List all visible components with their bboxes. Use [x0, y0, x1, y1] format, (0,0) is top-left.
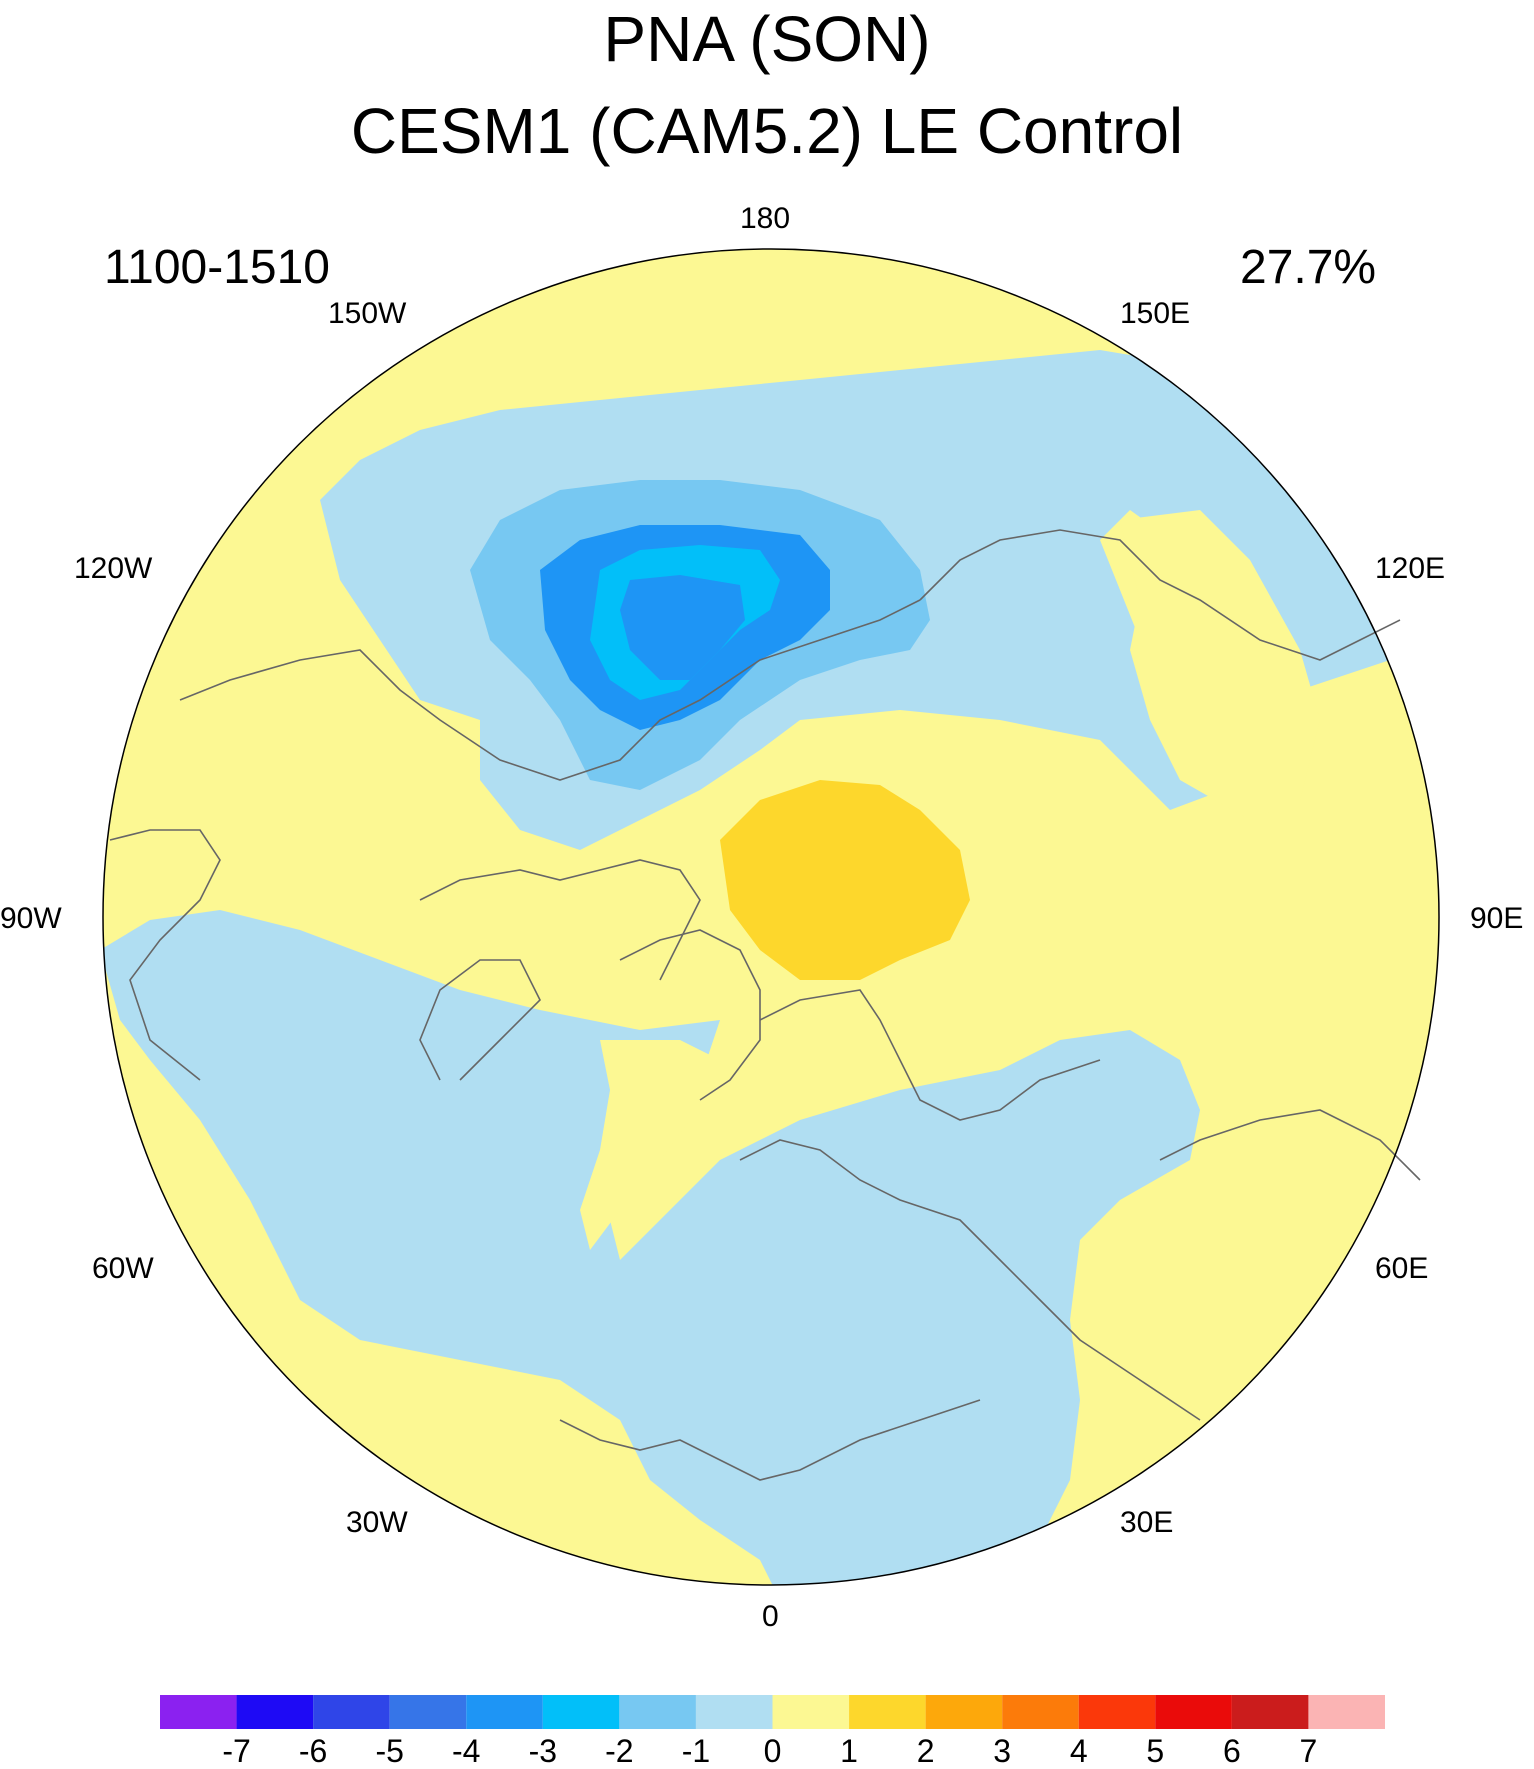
lon-label-90e: 90E	[1470, 902, 1524, 935]
coastlines	[109, 529, 1421, 1481]
map-outline	[102, 248, 1440, 1586]
colorbar-tick-label: 6	[1222, 1733, 1241, 1769]
contour-neg-5	[620, 575, 745, 680]
colorbar-swatch	[1002, 1695, 1079, 1729]
colorbar-tick-label: -4	[452, 1733, 481, 1769]
lon-label-90w: 90W	[0, 902, 62, 935]
lon-label-60w: 60W	[92, 1252, 154, 1285]
colorbar-tick-label: -6	[298, 1733, 328, 1769]
colorbar-tick-label: 7	[1299, 1733, 1318, 1769]
colorbar-swatch	[160, 1695, 237, 1729]
lon-label-120e: 120E	[1375, 552, 1446, 585]
map-title: PNA (SON)	[603, 3, 931, 75]
colorbar-tick-label: 3	[993, 1733, 1012, 1769]
map-subtitle: CESM1 (CAM5.2) LE Control	[350, 95, 1184, 167]
colorbar-swatch	[466, 1695, 543, 1729]
contour-greenland-positive	[580, 1040, 720, 1250]
lon-label-30e: 30E	[1120, 1506, 1174, 1539]
colorbar	[160, 1695, 1385, 1729]
colorbar-swatch	[849, 1695, 926, 1729]
colorbar-swatch	[925, 1695, 1003, 1729]
colorbar-tick-label: -5	[375, 1733, 404, 1769]
colorbar-tick-label: -7	[222, 1733, 251, 1769]
colorbar-swatch	[1155, 1695, 1232, 1729]
contour-atlantic-negative	[103, 910, 1200, 1585]
colorbar-tick-label: 4	[1069, 1733, 1088, 1769]
colorbar-swatch	[236, 1695, 314, 1729]
colorbar-swatch	[619, 1695, 696, 1729]
lon-label-150e: 150E	[1120, 297, 1191, 330]
colorbar-swatch	[1078, 1695, 1156, 1729]
lon-label-150w: 150W	[328, 297, 407, 330]
colorbar-swatch	[313, 1695, 390, 1729]
colorbar-tick-label: -2	[605, 1733, 634, 1769]
lon-label-30w: 30W	[346, 1506, 408, 1539]
colorbar-tick-label: -1	[681, 1733, 711, 1769]
lon-label-60e: 60E	[1375, 1252, 1429, 1285]
lon-label-120w: 120W	[74, 552, 153, 585]
colorbar-tick-label: 2	[916, 1733, 935, 1769]
colorbar-tick-label: 5	[1146, 1733, 1165, 1769]
colorbar-swatch	[772, 1695, 850, 1729]
colorbar-tick-label: -3	[528, 1733, 558, 1769]
lon-label-0: 0	[762, 1600, 779, 1633]
variance-label: 27.7%	[1240, 241, 1377, 294]
lon-label-180: 180	[740, 202, 791, 235]
colorbar-swatch	[389, 1695, 467, 1729]
colorbar-swatch	[542, 1695, 620, 1729]
contour-siberia-positive	[1120, 510, 1320, 820]
colorbar-tick-label: 1	[840, 1733, 858, 1769]
colorbar-tick-label: 0	[763, 1733, 782, 1769]
colorbar-swatch	[1231, 1695, 1309, 1729]
colorbar-swatch	[1308, 1695, 1385, 1729]
period-label: 1100-1510	[104, 241, 330, 294]
contour-pos-1	[720, 780, 970, 980]
colorbar-swatch	[695, 1695, 773, 1729]
